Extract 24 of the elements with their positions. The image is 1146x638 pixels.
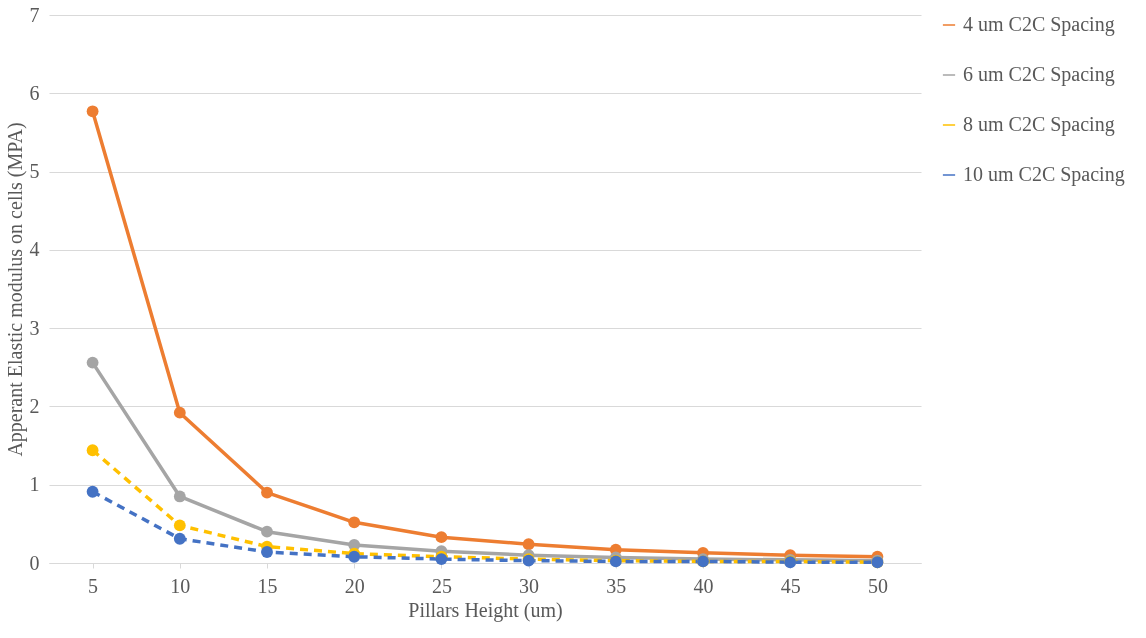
y-tick-label: 4 bbox=[29, 238, 40, 261]
x-tick-label: 20 bbox=[344, 574, 365, 597]
x-axis-title: Pillars Height (um) bbox=[408, 598, 563, 622]
legend-label: 8 um C2C Spacing bbox=[963, 113, 1115, 136]
x-tick-label: 30 bbox=[519, 574, 540, 597]
legend-label: 4 um C2C Spacing bbox=[963, 13, 1115, 36]
legend-label: 10 um C2C Spacing bbox=[963, 163, 1125, 186]
x-tick-label: 10 bbox=[170, 574, 191, 597]
x-tick-label: 25 bbox=[431, 574, 452, 597]
x-tick-label: 5 bbox=[88, 574, 99, 597]
legend-label: 6 um C2C Spacing bbox=[963, 63, 1115, 86]
x-tick-label: 35 bbox=[606, 574, 627, 597]
y-tick-label: 0 bbox=[29, 551, 40, 574]
y-tick-label: 3 bbox=[29, 316, 40, 339]
x-tick-label: 15 bbox=[257, 574, 278, 597]
x-tick-label: 45 bbox=[780, 574, 801, 597]
y-axis-title: Apperant Elastic modulus on cells (MPA) bbox=[3, 122, 27, 457]
x-tick-label: 50 bbox=[867, 574, 888, 597]
y-tick-label: 7 bbox=[29, 3, 40, 26]
y-tick-label: 6 bbox=[29, 81, 40, 104]
x-tick-label: 40 bbox=[693, 574, 714, 597]
y-tick-label: 1 bbox=[29, 473, 40, 496]
y-tick-label: 5 bbox=[29, 160, 40, 183]
y-tick-label: 2 bbox=[29, 394, 40, 417]
